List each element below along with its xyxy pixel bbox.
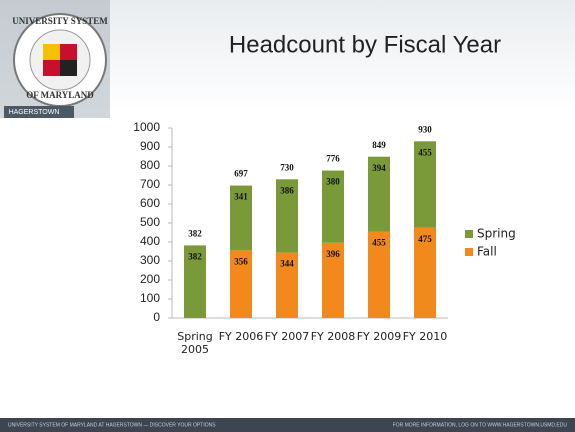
value-label: 475 [418,234,432,244]
total-label: 849 [372,140,386,150]
bar-segment [322,242,344,318]
flag [43,60,60,76]
legend-swatch [465,248,473,256]
total-label: 697 [234,169,248,179]
bar-segment [276,252,298,318]
y-tick-label: 400 [140,234,160,248]
y-tick-label: 900 [140,139,160,153]
x-tick-label: FY 2008 [310,330,356,343]
bar-segment [414,227,436,318]
flag [60,44,77,60]
chart-title: Headcount by Fiscal Year [229,31,501,58]
value-label: 382 [188,251,202,261]
logo-campus: HAGERSTOWN [9,109,60,116]
y-tick-label: 600 [140,196,160,210]
campus-band [4,106,74,118]
footer-text: UNIVERSITY SYSTEM OF MARYLAND AT HAGERST… [8,422,216,428]
y-tick-label: 700 [140,177,160,191]
footer-text: FOR MORE INFORMATION, LOG ON TO WWW.HAGE… [393,422,568,428]
value-label: 341 [234,192,248,202]
legend-swatch [465,230,473,238]
x-tick-label: FY 2010 [402,330,448,343]
y-tick-label: 1000 [133,120,160,134]
bar-segment [414,141,436,228]
bar-segment [184,245,206,318]
value-label: 380 [326,177,340,187]
x-tick-label: FY 2006 [218,330,264,343]
bar-segment [322,170,344,243]
value-label: 396 [326,249,340,259]
total-label: 382 [188,228,202,238]
logo-text: OF MARYLAND [26,90,94,100]
legend-label: Spring [477,227,516,241]
bar-segment [276,179,298,253]
y-tick-label: 800 [140,158,160,172]
bar-segment [368,156,390,232]
x-tick-label: FY 2009 [356,330,402,343]
flag [60,60,77,76]
y-tick-label: 200 [140,272,160,286]
value-label: 455 [372,238,386,248]
flag [43,44,60,60]
logo-text: UNIVERSITY SYSTEM [12,16,108,26]
value-label: 455 [418,147,432,157]
bar-segment [368,231,390,318]
x-tick-label: FY 2007 [264,330,310,343]
footer-band [0,418,575,432]
total-label: 730 [280,162,294,172]
x-tick-label: Spring 2005 [177,330,213,356]
value-label: 344 [280,259,294,269]
legend-label: Fall [477,245,497,259]
bar-segment [230,185,252,251]
total-label: 776 [326,154,340,164]
bar-segment [230,250,252,318]
y-tick-label: 500 [140,215,160,229]
y-tick-label: 300 [140,253,160,267]
y-tick-label: 0 [153,310,160,324]
total-label: 930 [418,124,432,134]
y-tick-label: 100 [140,291,160,305]
value-label: 394 [372,163,386,173]
value-label: 386 [280,185,294,195]
value-label: 356 [234,256,248,266]
